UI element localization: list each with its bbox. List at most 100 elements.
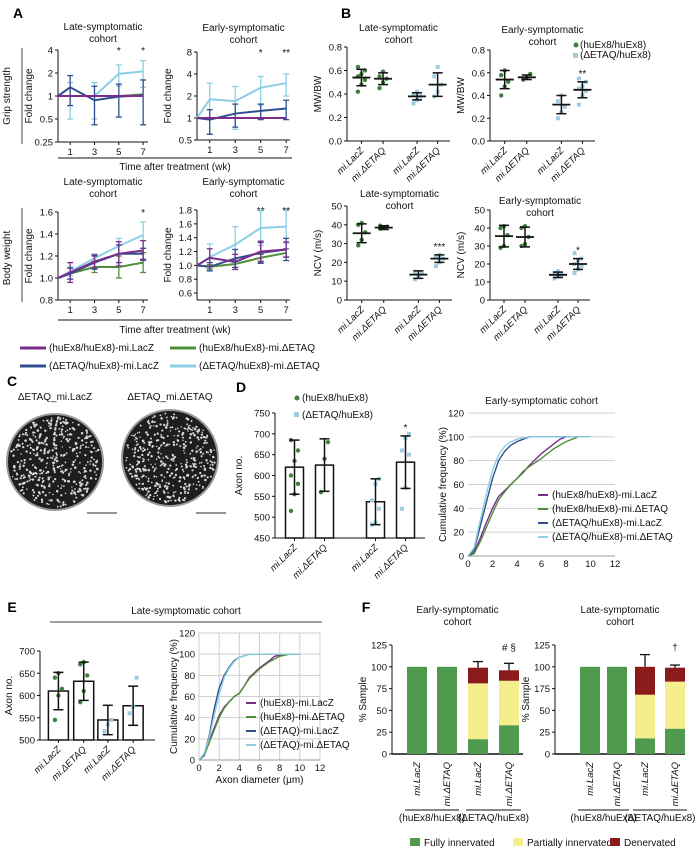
axon [26, 434, 29, 437]
axon [47, 477, 50, 480]
axon [62, 503, 65, 507]
axon [161, 479, 164, 481]
axon [151, 445, 154, 448]
data-point [400, 506, 404, 511]
data-point [356, 243, 361, 248]
y-tick-label: 175 [534, 684, 550, 695]
x-tick-label: 0 [465, 559, 470, 570]
x-tick-label: 0 [196, 763, 201, 774]
legend-swatch [513, 838, 523, 846]
y-tick-label: 20 [474, 260, 485, 271]
axon [34, 475, 36, 478]
axon [153, 415, 156, 418]
legend-swatch [573, 53, 578, 58]
legend-swatch [610, 838, 620, 846]
axon [59, 421, 63, 425]
axon [51, 461, 54, 464]
axon [172, 495, 175, 498]
axon [193, 434, 196, 437]
axon [31, 478, 35, 481]
axon [46, 502, 49, 505]
axon [93, 458, 95, 461]
axon [85, 490, 88, 493]
axon [142, 461, 144, 463]
stacked-bar-segment [665, 728, 685, 754]
chart-title: Late-symptomatic [360, 189, 439, 200]
axon [168, 443, 171, 446]
axon [185, 459, 188, 461]
axon [195, 425, 198, 429]
group-label: (ΔETAQ/huEx8) [625, 813, 696, 824]
axon [84, 445, 88, 449]
axon [43, 452, 46, 455]
axon [35, 423, 38, 426]
axon [85, 470, 88, 473]
axon [131, 448, 134, 451]
axon [92, 464, 95, 467]
axon [29, 446, 32, 450]
axon [86, 481, 89, 484]
y-tick-label: 1.2 [179, 247, 192, 258]
data-point [288, 473, 294, 478]
y-tick-label: 40 [331, 220, 342, 231]
axon [183, 487, 186, 491]
axon [199, 451, 203, 454]
axon [60, 454, 63, 457]
axon [206, 462, 209, 465]
y-tick-label: 750 [254, 409, 270, 420]
axon [53, 469, 56, 472]
axon [173, 476, 176, 479]
panel-label: D [236, 379, 246, 395]
axon [213, 449, 215, 451]
axon [197, 432, 199, 434]
y-tick-label: 50 [376, 706, 387, 717]
axon [95, 467, 99, 471]
axon [68, 472, 71, 475]
stacked-bar-segment [607, 666, 627, 754]
axon [62, 501, 65, 504]
axon [131, 475, 134, 478]
axon [67, 479, 70, 483]
y-tick-label: 0.0 [329, 137, 342, 148]
axon [55, 434, 58, 437]
y-tick-label: 20 [184, 734, 195, 745]
axon [162, 441, 166, 445]
y-tick-label: 100 [448, 432, 464, 443]
axon [71, 489, 74, 492]
axon [147, 490, 150, 493]
axon [134, 468, 137, 471]
axon [59, 505, 62, 508]
axon [50, 476, 52, 478]
axon [142, 467, 145, 471]
axon [53, 477, 57, 481]
axon [83, 471, 85, 473]
axon [168, 474, 172, 477]
axon [45, 436, 48, 440]
data-point [78, 662, 83, 667]
axon [162, 436, 165, 440]
axon [146, 453, 150, 456]
y-tick-label: 80 [184, 671, 195, 682]
axon [81, 479, 84, 482]
axon [48, 491, 51, 494]
axon [155, 467, 157, 469]
axon [172, 440, 176, 444]
legend-swatch [294, 395, 300, 401]
axon [189, 441, 193, 444]
axon [198, 449, 200, 451]
axon [182, 439, 184, 442]
axon [75, 446, 79, 449]
x-tick-label: 3 [92, 305, 97, 316]
axon [91, 440, 94, 443]
axon [55, 453, 58, 456]
axon [138, 487, 141, 490]
axon [48, 484, 51, 488]
axon [32, 423, 35, 426]
axon [143, 441, 146, 444]
legend-label: (huEx8/huEx8)-mi.ΔETAQ [199, 343, 315, 354]
axon [203, 464, 205, 467]
axon [74, 466, 77, 469]
axon [26, 444, 29, 447]
axon [22, 492, 25, 495]
axon [195, 487, 198, 490]
